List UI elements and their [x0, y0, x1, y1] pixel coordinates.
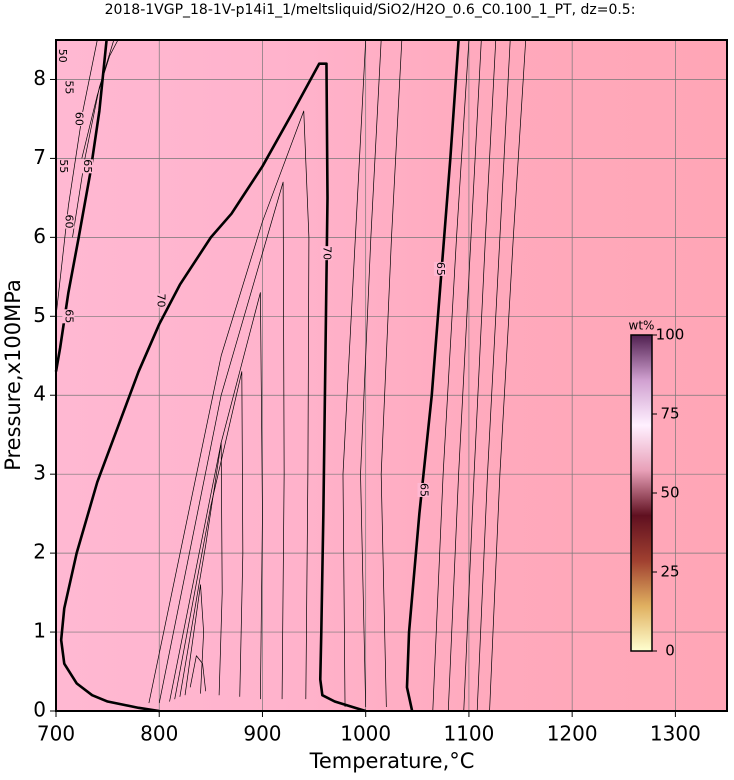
x-tick-label: 1200: [547, 722, 598, 746]
colorbar-label: wt%: [629, 319, 655, 333]
contour-label: 65: [80, 159, 94, 174]
contour-line: [169, 292, 263, 702]
contour-line: [380, 39, 403, 708]
contour-line: [55, 39, 98, 317]
colorbar-tick-label: 25: [660, 563, 679, 581]
x-tick-label: 800: [140, 722, 178, 746]
y-tick-label: 1: [33, 619, 46, 643]
contour-label-text: 60: [62, 215, 75, 229]
y-axis-label: Pressure,x100MPa: [1, 279, 25, 471]
x-tick-label: 1100: [443, 722, 494, 746]
contour-line: [489, 39, 527, 712]
contour-label-text: 70: [154, 294, 167, 308]
x-tick-label: 900: [243, 722, 281, 746]
contour-line: [72, 39, 115, 238]
y-tick-label: 7: [33, 145, 46, 169]
contour-line: [405, 39, 460, 712]
x-tick-label: 1000: [340, 722, 391, 746]
y-tick-label: 5: [33, 303, 46, 327]
contour-label-text: 65: [418, 483, 431, 497]
y-tick-label: 6: [33, 224, 46, 248]
contour-line: [189, 655, 207, 692]
contour-label-text: 50: [56, 49, 69, 63]
y-tick-label: 8: [33, 66, 46, 90]
contour-line: [463, 39, 497, 712]
field: [56, 40, 727, 711]
contour-label: 70: [154, 293, 167, 308]
contour-line: [360, 39, 382, 708]
contour-line: [476, 39, 511, 712]
contour-line: [174, 371, 244, 700]
contour-label: 65: [417, 482, 431, 497]
colorbar-tick-label: 75: [660, 405, 679, 423]
contour-line: [81, 39, 119, 159]
contour-label: 65: [62, 309, 75, 324]
contour-label: 50: [56, 48, 69, 63]
contour-label-text: 70: [320, 246, 333, 260]
contour-label-text: 55: [62, 80, 75, 94]
contour-label: 55: [57, 159, 70, 174]
contour-line: [432, 39, 470, 712]
contour-label-text: 60: [73, 112, 86, 126]
contour-line: [148, 110, 310, 704]
y-tick-label: 2: [33, 540, 46, 564]
contour-label: 65: [434, 261, 447, 276]
colorbar-tick-label: 100: [656, 326, 685, 344]
contour-label: 60: [62, 214, 75, 229]
contour-line: [342, 39, 367, 708]
contour-label-text: 65: [62, 309, 75, 323]
colorbar-tick-label: 0: [665, 642, 675, 660]
chart-title: 2018-1VGP_18-1V-p14i1_1/meltsliquid/SiO2…: [105, 2, 636, 18]
contour-label-text: 65: [81, 159, 94, 173]
contour-label: 60: [72, 111, 86, 126]
plot-frame: [55, 39, 728, 712]
x-tick-label: 1300: [650, 722, 701, 746]
y-tick-label: 4: [33, 382, 46, 406]
contour-line: [447, 39, 482, 712]
y-tick-label: 0: [33, 698, 46, 722]
x-tick-label: 700: [37, 722, 75, 746]
x-axis-label: Temperature,°C: [309, 749, 475, 773]
contour-line: [158, 181, 285, 704]
colorbar: [630, 334, 653, 652]
contour-line: [54, 39, 108, 372]
contour-line: [179, 442, 223, 697]
contour-label: 70: [320, 246, 333, 261]
contour-label-text: 55: [57, 159, 70, 173]
y-tick-label: 3: [33, 461, 46, 485]
contour-label: 55: [62, 80, 75, 95]
contour-line: [59, 62, 367, 713]
contour-label-text: 65: [434, 262, 447, 276]
colorbar-tick-label: 50: [660, 484, 679, 502]
